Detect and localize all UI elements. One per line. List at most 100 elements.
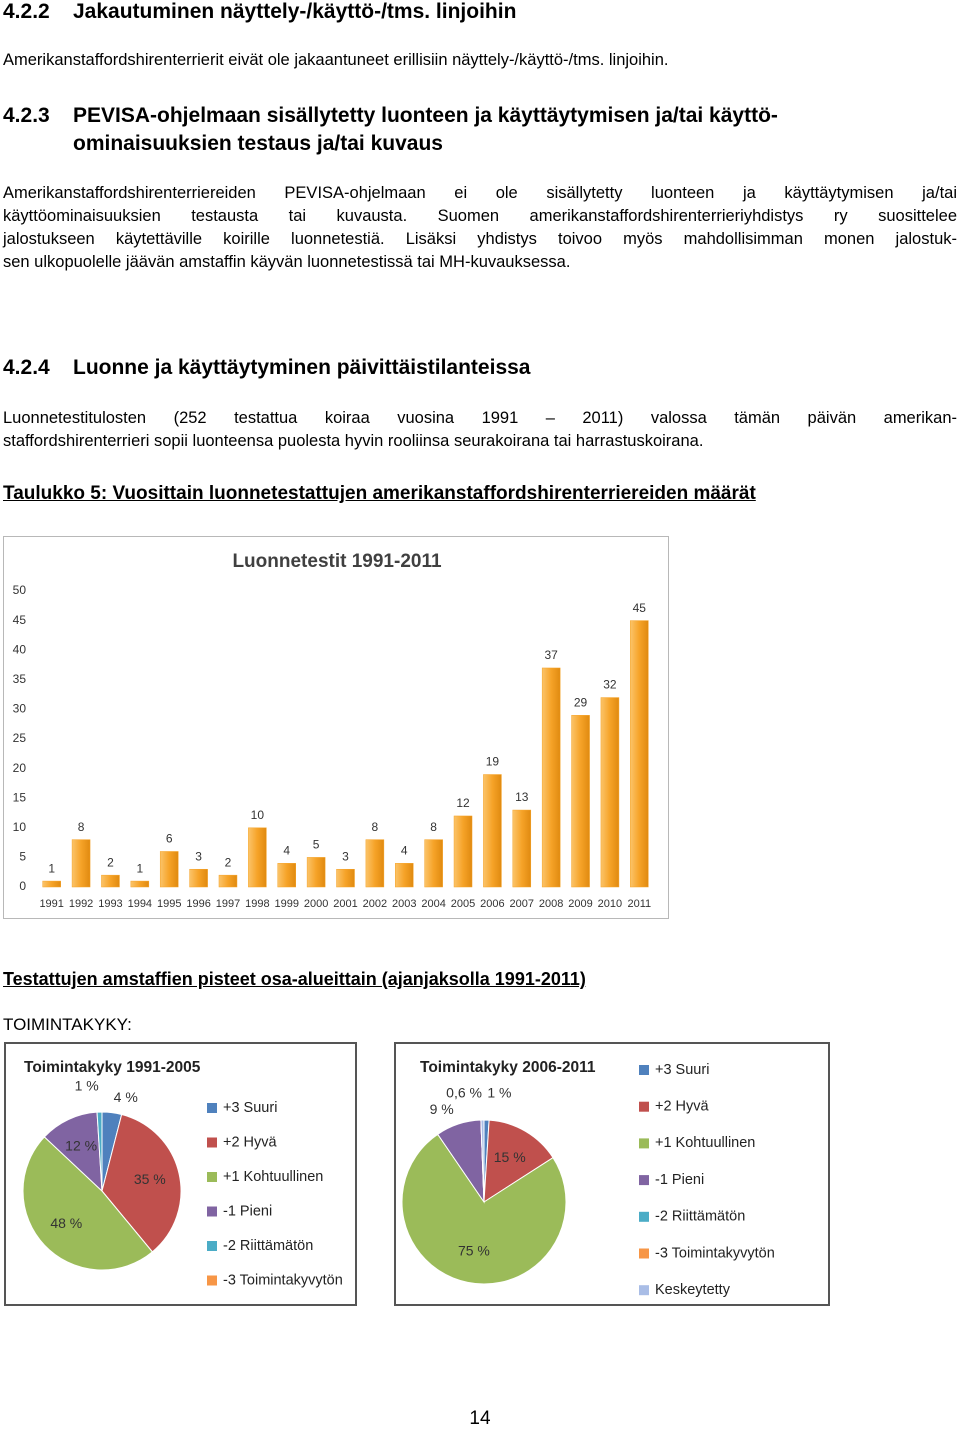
legend-label: +1 Kohtuullinen [223,1169,323,1185]
y-tick-label: 10 [13,820,27,834]
value-label: 15 % [494,1149,526,1165]
pie-slice [480,1119,485,1203]
value-label: 5 [313,838,320,852]
legend-label: Keskeytetty [655,1282,731,1298]
value-label: 10 [251,808,265,822]
legend-label: +1 Kohtuullinen [655,1135,755,1151]
bar [395,863,414,888]
value-label: 2 [225,855,232,869]
bar [159,851,179,888]
y-tick-label: 30 [13,702,27,716]
x-tick-label: 1995 [157,898,181,910]
x-tick-label: 2003 [392,898,416,910]
bar [101,874,120,888]
value-label: 8 [430,820,437,834]
x-tick-label: 2008 [539,898,563,910]
value-label: 29 [574,695,588,709]
text-line: Luonnetestitulosten (252 testattua koira… [3,409,957,427]
bar [541,667,561,888]
legend-label: -1 Pieni [223,1203,272,1219]
bar [42,880,61,888]
value-label: 1 [136,861,143,875]
x-tick-label: 2002 [363,898,387,910]
legend-swatch [639,1065,649,1075]
legend-label: -3 Toimintakyvytön [223,1272,343,1288]
x-tick-label: 2009 [568,898,592,910]
pie-slice [22,1136,154,1271]
text-line: sen ulkopuolelle jäävän amstaffin käyvän… [3,253,571,271]
legend-swatch [639,1285,649,1296]
x-tick-label: 2005 [451,898,475,910]
heading-title: Luonne ja käyttäytyminen päivittäistilan… [73,356,531,379]
legend-swatch [639,1138,649,1149]
pie-chart: Toimintakyky 1991-2005 4 % +3 Suuri 35 % +2 … [4,1042,357,1306]
value-label: 75 % [458,1243,490,1259]
pie-slice [401,1133,567,1285]
value-label: 45 [633,601,647,615]
y-tick-label: 35 [13,672,27,686]
x-tick-label: 1991 [39,898,63,910]
value-label: 2 [107,855,114,869]
x-tick-label: 1998 [245,898,269,910]
table-caption: Taulukko 5: Vuosittain luonnetestattujen… [3,483,756,504]
legend-swatch [639,1248,649,1259]
legend-label: -2 Riittämätön [223,1238,313,1254]
subheading: Testattujen amstaffien pisteet osa-aluei… [3,969,586,989]
y-tick-label: 25 [13,731,27,745]
bar [424,839,443,888]
y-tick-label: 45 [13,613,27,627]
y-tick-label: 40 [13,642,27,656]
heading-title: ominaisuuksien testaus ja/tai kuvaus [73,132,443,155]
x-tick-label: 2000 [304,898,328,910]
value-label: 19 [486,755,500,769]
chart-title: Luonnetestit 1991-2011 [232,551,442,572]
text-line: staffordshirenterrieri sopii luonteensa … [3,432,704,450]
legend-swatch [207,1172,217,1182]
bar [189,868,208,888]
text-sections: 4.2.2 Jakautuminen näyttely-/käyttö-/tms.… [0,0,960,480]
bar [277,863,296,888]
value-label: 12 % [65,1137,97,1153]
bar [512,809,532,888]
y-tick-label: 50 [13,583,27,597]
legend-swatch [207,1206,217,1217]
x-tick-label: 1997 [216,898,240,910]
legend-label: +3 Suuri [223,1100,277,1116]
legend-swatch [639,1175,649,1186]
bar [365,839,385,888]
value-label: 8 [78,820,85,834]
value-label: 13 [515,790,529,804]
legend-swatch [207,1275,217,1286]
heading-number: 4.2.4 [3,356,50,379]
pie-slice [43,1111,103,1193]
text-line: Amerikanstaffordshirenterriereiden PEVIS… [3,184,957,202]
x-tick-label: 1994 [128,898,152,910]
chart-title: Toimintakyky 2006-2011 [420,1059,596,1076]
pie-slice [101,1113,182,1253]
bar [218,874,238,888]
legend-swatch [639,1211,649,1222]
x-tick-label: 2004 [421,898,445,910]
text-line: jalostukseen käytettäville koirille luon… [3,230,957,248]
legend-label: +2 Hyvä [223,1134,278,1150]
x-tick-label: 2001 [333,898,357,910]
legend-swatch [207,1241,217,1251]
value-label: 4 [401,843,408,857]
value-label: 4 [283,843,290,857]
bar [248,827,267,888]
x-tick-label: 2011 [627,898,651,910]
value-label: 37 [544,648,558,662]
value-label: 3 [342,849,349,863]
pie-slice [483,1119,554,1203]
legend-swatch [639,1101,649,1112]
y-tick-label: 15 [13,790,27,804]
legend-label: +3 Suuri [655,1062,709,1078]
y-tick-label: 0 [19,879,26,893]
bar [571,715,590,888]
pie-chart: Toimintakyky 2006-2011 1 % +3 Suuri 15 % +2 … [394,1042,830,1306]
value-label: 9 % [430,1101,454,1117]
value-label: 12 [456,796,470,810]
legend-swatch [207,1137,217,1148]
